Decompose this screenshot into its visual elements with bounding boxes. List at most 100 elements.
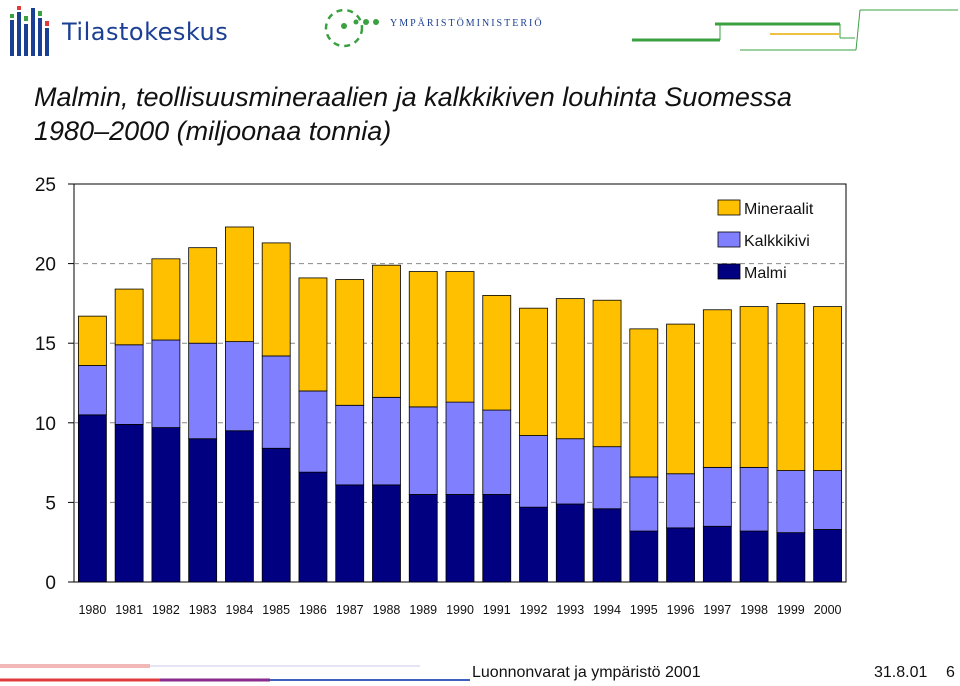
tilastokeskus-logo[interactable]: Tilastokeskus [8,6,248,56]
bar-segment-kalkkikivi [188,342,218,440]
legend-label-malmi: Malmi [744,265,787,282]
x-tick-label: 1999 [777,603,805,617]
x-tick-label: 1994 [593,603,621,617]
bar-segment-malmi [813,529,843,583]
legend-swatch-malmi [717,263,741,280]
bar-segment-mineraalit [555,298,585,440]
bar-segment-malmi [335,484,365,583]
bar-segment-malmi [445,494,475,583]
bar-segment-malmi [408,494,438,583]
bar-segment-kalkkikivi [114,344,144,425]
bar-segment-malmi [776,532,806,583]
x-tick-label: 2000 [814,603,842,617]
footer-caption: Luonnonvarat ja ympäristö 2001 [472,664,701,681]
x-tick-label: 1993 [556,603,584,617]
tilastokeskus-name: Tilastokeskus [62,18,229,46]
page-number: 6 [946,664,955,681]
bar-segment-mineraalit [188,247,218,344]
bar-segment-kalkkikivi [77,365,107,416]
x-tick-label: 1980 [78,603,106,617]
bar-segment-malmi [702,525,732,583]
bar-segment-mineraalit [151,258,181,341]
y-tick-label: 25 [35,175,56,196]
bar-segment-mineraalit [445,271,475,403]
bar-segment-malmi [592,508,622,583]
bar-segment-kalkkikivi [702,466,732,527]
bar-segment-kalkkikivi [445,401,475,495]
header-decoration [632,9,958,51]
bar-segment-mineraalit [776,302,806,471]
bar-segment-malmi [739,530,769,583]
bar-segment-kalkkikivi [519,435,548,508]
bar-segment-malmi [482,494,512,583]
bar-segment-kalkkikivi [225,341,254,432]
header: Tilastokeskus YMPÄRISTÖMINISTERIÖ [0,0,960,60]
x-tick-label: 1982 [152,603,180,617]
bar-segment-kalkkikivi [813,470,843,530]
x-tick-label: 1995 [630,603,658,617]
bar-segment-kalkkikivi [555,438,585,505]
bar-segment-mineraalit [592,299,622,448]
y-tick-label: 20 [35,255,56,276]
bar-segment-kalkkikivi [592,446,622,510]
chart-title-line-1: Malmin, teollisuusmineraalien ja kalkkik… [34,82,792,112]
bar-segment-mineraalit [225,226,254,343]
bar-segment-malmi [519,506,548,583]
bar-segment-malmi [666,527,695,583]
y-tick-label: 5 [45,493,56,514]
tilastokeskus-bars-icon [10,6,49,56]
bar-segment-mineraalit [666,323,695,475]
bar-segment-kalkkikivi [408,406,438,495]
bar-segment-malmi [298,471,328,583]
bar-segment-mineraalit [261,242,291,357]
x-tick-label: 1985 [262,603,290,617]
legend-swatch-mineraalit [717,199,741,216]
bar-segment-malmi [151,427,181,583]
bar-segment-malmi [555,503,585,583]
x-tick-label: 1990 [446,603,474,617]
legend-swatch-kalkkikivi [717,231,741,248]
bar-segment-kalkkikivi [666,473,695,529]
y-tick-label: 15 [35,334,56,355]
bar-segment-kalkkikivi [629,476,659,532]
x-tick-label: 1986 [299,603,327,617]
bar-segment-mineraalit [629,328,659,478]
bar-segment-malmi [629,530,659,583]
ministry-leaf-icon [324,8,379,48]
bar-segment-malmi [77,414,107,583]
bar-segment-malmi [225,430,254,583]
footer-decoration [0,664,470,682]
x-tick-label: 1992 [520,603,548,617]
bar-segment-mineraalit [335,279,365,406]
ymparistoministerio-logo[interactable]: YMPÄRISTÖMINISTERIÖ [322,4,562,52]
bar-segment-mineraalit [519,307,548,436]
bar-segment-kalkkikivi [776,470,806,534]
bar-segment-mineraalit [813,306,843,471]
y-tick-label: 0 [45,573,56,594]
ministry-name: YMPÄRISTÖMINISTERIÖ [390,18,544,29]
bar-segment-malmi [372,484,401,583]
x-tick-label: 1997 [703,603,731,617]
bar-segment-mineraalit [77,315,107,366]
x-tick-label: 1988 [373,603,401,617]
x-tick-label: 1998 [740,603,768,617]
bar-segment-kalkkikivi [482,409,512,495]
x-tick-label: 1989 [409,603,437,617]
bar-segment-mineraalit [408,271,438,408]
bar-segment-malmi [188,438,218,583]
bar-segment-mineraalit [702,309,732,468]
bar-segment-malmi [261,447,291,583]
footer-date: 31.8.01 [874,664,928,681]
chart-title-line-2: 1980–2000 (miljoonaa tonnia) [34,116,392,146]
bar-segment-kalkkikivi [151,339,181,428]
x-tick-label: 1996 [667,603,695,617]
bar-segment-mineraalit [298,277,328,392]
bar-segment-kalkkikivi [261,355,291,449]
bar-segment-kalkkikivi [372,396,401,486]
stacked-bar-chart: 0 5 10 15 20 25 1980 1981 1982 1983 1984 1985 1986 19… [35,175,847,617]
bar-segment-kalkkikivi [298,390,328,473]
bar-segment-mineraalit [482,295,512,411]
legend-label-mineraalit: Mineraalit [744,201,814,218]
bar-segment-kalkkikivi [739,466,769,532]
legend-label-kalkkikivi: Kalkkikivi [744,233,810,250]
